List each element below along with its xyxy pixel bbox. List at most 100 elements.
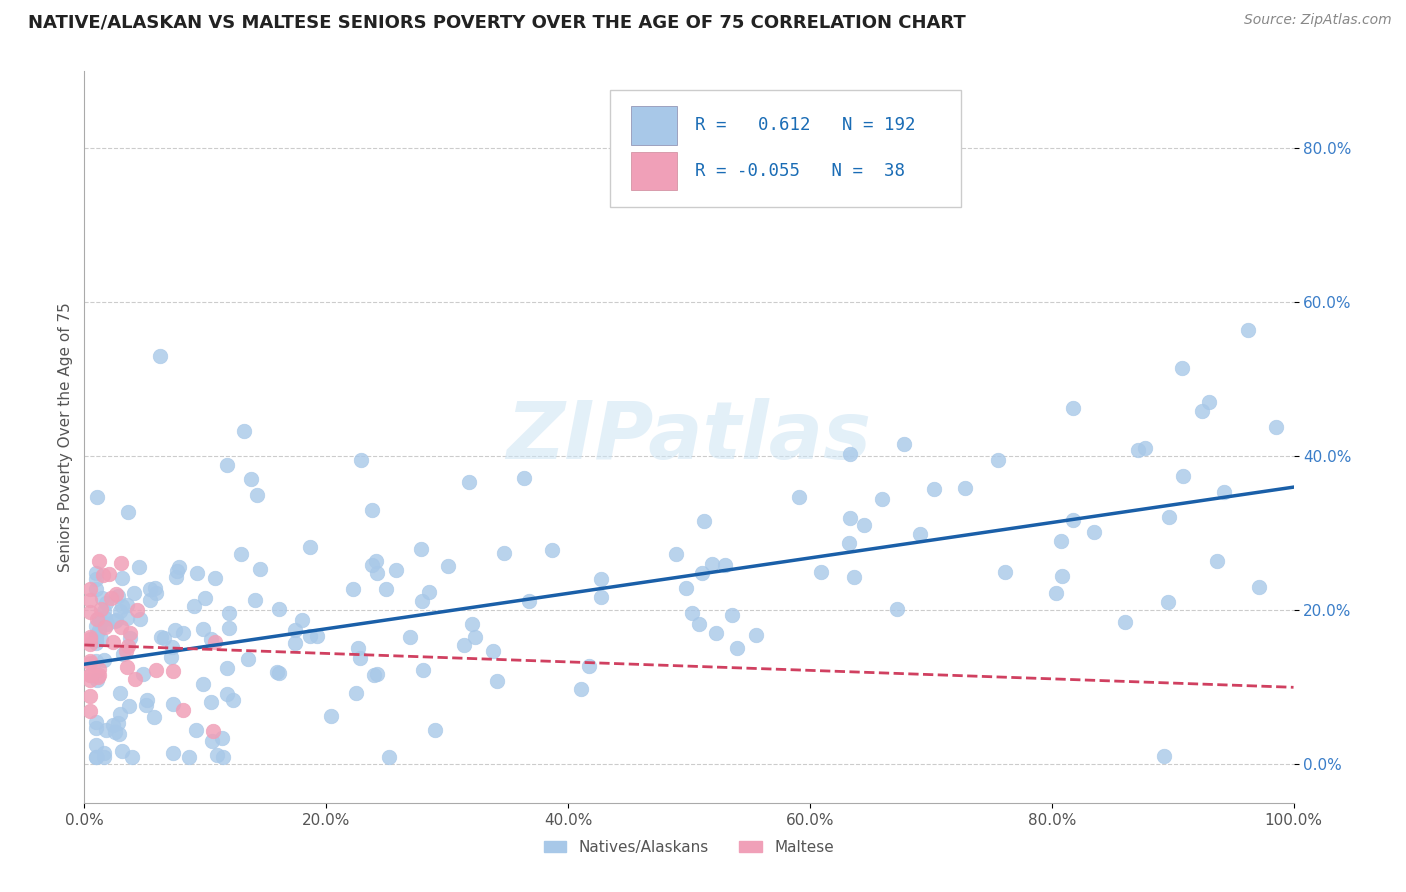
Point [893, 436, 915, 450]
Point [104, 614, 127, 628]
Point [787, 490, 810, 504]
Point [418, 585, 440, 599]
Point [145, 663, 167, 677]
Point [218, 607, 240, 621]
Point [79, 582, 101, 597]
Point [117, 505, 139, 519]
Point [218, 621, 240, 635]
Point [690, 566, 713, 580]
Point [172, 703, 194, 717]
Point [1126, 443, 1149, 458]
Point [103, 635, 125, 649]
Point [211, 749, 233, 764]
Point [541, 542, 564, 557]
Point [79, 689, 101, 703]
Point [110, 557, 132, 571]
Point [86, 619, 108, 633]
Point [86, 749, 108, 764]
Point [86, 491, 108, 505]
Text: Source: ZipAtlas.com: Source: ZipAtlas.com [1244, 13, 1392, 28]
Point [118, 626, 141, 640]
Point [485, 674, 508, 689]
Point [399, 630, 422, 644]
Point [172, 626, 194, 640]
Point [111, 744, 134, 758]
Point [135, 698, 157, 713]
Text: R = -0.055   N =  38: R = -0.055 N = 38 [695, 161, 905, 180]
Point [591, 591, 613, 605]
Point [149, 630, 172, 644]
Point [838, 536, 860, 550]
Point [86, 629, 108, 643]
Point [160, 650, 183, 665]
Point [94, 611, 117, 625]
Point [725, 640, 748, 655]
Point [86, 628, 108, 642]
Point [589, 572, 612, 586]
Point [1213, 484, 1236, 499]
Point [569, 681, 592, 696]
Point [298, 540, 321, 554]
Point [90, 615, 112, 629]
Point [98, 566, 121, 581]
Point [411, 594, 433, 608]
Point [267, 602, 290, 616]
Point [1114, 615, 1136, 630]
Point [86, 749, 108, 764]
Point [184, 723, 207, 738]
Point [437, 558, 460, 573]
Point [236, 651, 259, 665]
Point [200, 695, 222, 709]
Point [86, 612, 108, 626]
Point [87, 667, 110, 681]
Point [93, 749, 115, 764]
Point [93, 653, 115, 667]
Point [110, 686, 132, 700]
Text: R =   0.612   N = 192: R = 0.612 N = 192 [695, 117, 915, 135]
Point [107, 589, 129, 603]
Point [1171, 469, 1194, 483]
Point [243, 592, 266, 607]
Point [350, 453, 373, 467]
Point [1045, 586, 1067, 600]
Point [222, 693, 245, 707]
Point [908, 527, 931, 541]
Point [987, 452, 1010, 467]
Point [1265, 420, 1288, 434]
Point [457, 475, 479, 490]
Point [86, 636, 108, 650]
Point [1206, 554, 1229, 568]
Point [79, 637, 101, 651]
Point [363, 668, 385, 682]
Point [79, 657, 101, 671]
Point [162, 697, 184, 711]
Point [385, 564, 408, 578]
Point [112, 647, 135, 661]
Point [378, 749, 401, 764]
Point [349, 650, 371, 665]
Point [233, 425, 256, 439]
Point [86, 632, 108, 647]
Point [110, 706, 132, 721]
Point [239, 472, 262, 486]
Point [1249, 581, 1271, 595]
Point [713, 558, 735, 572]
Point [79, 605, 101, 619]
Point [578, 658, 600, 673]
Point [153, 631, 176, 645]
Point [86, 655, 108, 669]
Point [1198, 395, 1220, 409]
Point [107, 715, 129, 730]
Point [492, 546, 515, 560]
Point [145, 586, 167, 600]
Point [105, 613, 128, 627]
Point [86, 673, 108, 687]
Point [839, 447, 862, 461]
Point [96, 617, 118, 632]
Point [1050, 568, 1073, 582]
Point [513, 471, 536, 485]
Point [675, 581, 697, 595]
Point [94, 596, 117, 610]
Point [810, 566, 832, 580]
Point [143, 710, 166, 724]
